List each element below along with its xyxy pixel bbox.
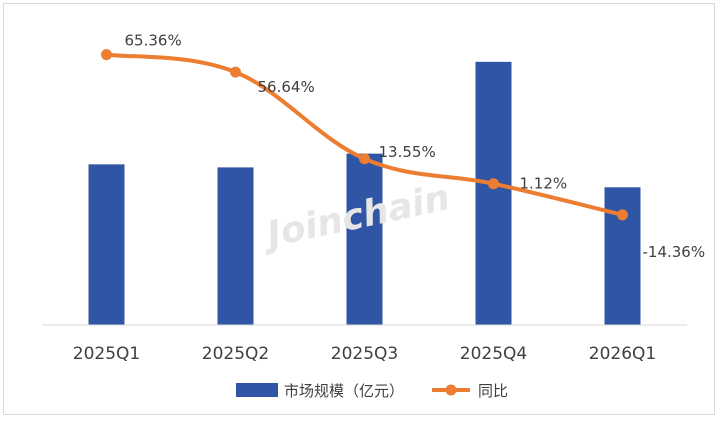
legend-marker-line xyxy=(445,384,457,396)
legend-label-bar: 市场规模（亿元） xyxy=(284,382,404,400)
line-point-2025Q2 xyxy=(230,66,241,78)
legend-swatch-bar xyxy=(236,383,278,397)
x-tick-label: 2025Q4 xyxy=(460,344,527,364)
legend-label-line: 同比 xyxy=(478,382,508,400)
data-label-2025Q4: 1.12% xyxy=(520,175,568,193)
line-point-2025Q3 xyxy=(359,153,370,165)
legend: 市场规模（亿元） 同比 xyxy=(236,382,508,400)
x-tick-label: 2025Q1 xyxy=(73,344,140,364)
data-label-2025Q1: 65.36% xyxy=(125,32,182,50)
line-point-2025Q1 xyxy=(101,49,112,61)
data-label-2026Q1: -14.36% xyxy=(643,243,706,261)
line-point-2026Q1 xyxy=(617,209,628,221)
bar-2026Q1 xyxy=(604,187,641,325)
data-label-2025Q3: 13.55% xyxy=(379,143,436,161)
x-tick-label: 2025Q3 xyxy=(331,344,398,364)
x-tick-label: 2026Q1 xyxy=(589,344,656,364)
bar-2025Q2 xyxy=(217,167,254,325)
data-label-2025Q2: 56.64% xyxy=(258,78,315,96)
x-tick-label: 2025Q2 xyxy=(202,344,269,364)
line-point-2025Q4 xyxy=(488,178,499,190)
bar-2025Q4 xyxy=(475,61,512,326)
bar-2025Q3 xyxy=(346,153,383,325)
bar-2025Q1 xyxy=(88,164,125,325)
